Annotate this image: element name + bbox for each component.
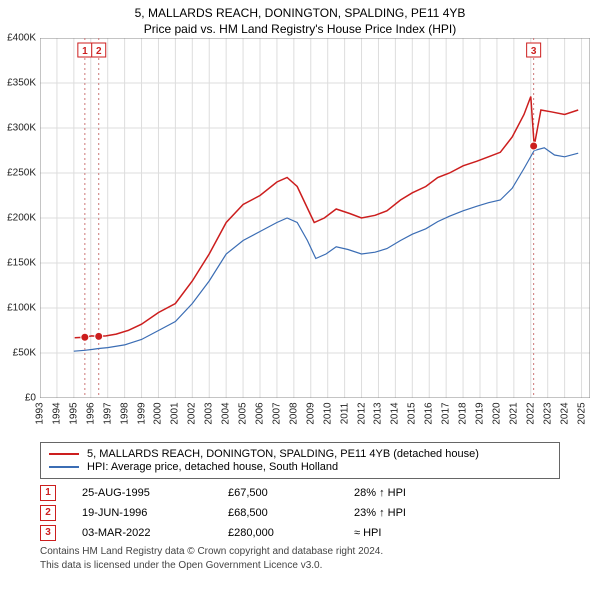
title-line-2: Price paid vs. HM Land Registry's House … bbox=[10, 22, 590, 36]
x-tick-label: 2025 bbox=[576, 402, 587, 424]
sale-marker bbox=[530, 142, 538, 150]
x-tick-label: 2013 bbox=[373, 402, 384, 424]
sale-marker bbox=[95, 332, 103, 340]
x-tick-label: 1993 bbox=[35, 402, 46, 424]
y-axis: £0£50K£100K£150K£200K£250K£300K£350K£400… bbox=[0, 38, 40, 398]
x-tick-label: 1997 bbox=[102, 402, 113, 424]
x-tick-label: 2005 bbox=[238, 402, 249, 424]
event-row: 1 25-AUG-1995 £67,500 28% ↑ HPI bbox=[40, 485, 560, 501]
event-row: 2 19-JUN-1996 £68,500 23% ↑ HPI bbox=[40, 505, 560, 521]
x-tick-label: 2006 bbox=[255, 402, 266, 424]
x-tick-label: 2020 bbox=[491, 402, 502, 424]
legend-label: 5, MALLARDS REACH, DONINGTON, SPALDING, … bbox=[87, 448, 479, 460]
title-line-1: 5, MALLARDS REACH, DONINGTON, SPALDING, … bbox=[10, 6, 590, 20]
x-tick-label: 2012 bbox=[356, 402, 367, 424]
x-tick-label: 2000 bbox=[153, 402, 164, 424]
x-tick-label: 2008 bbox=[288, 402, 299, 424]
legend-label: HPI: Average price, detached house, Sout… bbox=[87, 461, 338, 473]
y-tick-label: £50K bbox=[13, 348, 36, 359]
x-tick-label: 2010 bbox=[322, 402, 333, 424]
x-tick-label: 1996 bbox=[85, 402, 96, 424]
x-tick-label: 1999 bbox=[136, 402, 147, 424]
event-number-box: 1 bbox=[40, 485, 56, 501]
event-price: £280,000 bbox=[228, 527, 328, 539]
event-number-box: 3 bbox=[40, 525, 56, 541]
event-delta: 28% ↑ HPI bbox=[354, 487, 406, 499]
event-date: 19-JUN-1996 bbox=[82, 507, 202, 519]
legend-swatch bbox=[49, 453, 79, 455]
x-tick-label: 2009 bbox=[305, 402, 316, 424]
x-tick-label: 2003 bbox=[204, 402, 215, 424]
svg-text:1: 1 bbox=[82, 46, 88, 57]
price-paid-line bbox=[75, 97, 579, 338]
x-tick-label: 2019 bbox=[475, 402, 486, 424]
sale-events-table: 1 25-AUG-1995 £67,500 28% ↑ HPI 2 19-JUN-1996… bbox=[40, 485, 560, 541]
event-price: £68,500 bbox=[228, 507, 328, 519]
x-tick-label: 2001 bbox=[170, 402, 181, 424]
legend: 5, MALLARDS REACH, DONINGTON, SPALDING, … bbox=[40, 442, 560, 479]
y-tick-label: £300K bbox=[7, 123, 36, 134]
x-tick-label: 2007 bbox=[271, 402, 282, 424]
x-tick-label: 2002 bbox=[187, 402, 198, 424]
y-tick-label: £250K bbox=[7, 168, 36, 179]
footer-line-2: This data is licensed under the Open Gov… bbox=[40, 559, 560, 573]
footer-line-1: Contains HM Land Registry data © Crown c… bbox=[40, 545, 560, 559]
x-tick-label: 2022 bbox=[525, 402, 536, 424]
x-tick-label: 1995 bbox=[68, 402, 79, 424]
y-tick-label: £100K bbox=[7, 303, 36, 314]
event-number-box: 2 bbox=[40, 505, 56, 521]
y-tick-label: £400K bbox=[7, 33, 36, 44]
event-delta: ≈ HPI bbox=[354, 527, 381, 539]
sale-marker bbox=[81, 333, 89, 341]
event-price: £67,500 bbox=[228, 487, 328, 499]
x-tick-label: 2024 bbox=[559, 402, 570, 424]
plot-svg: 12 3 bbox=[40, 38, 590, 398]
footer: Contains HM Land Registry data © Crown c… bbox=[40, 545, 560, 572]
y-tick-label: £350K bbox=[7, 78, 36, 89]
x-tick-label: 2017 bbox=[441, 402, 452, 424]
x-tick-label: 2016 bbox=[424, 402, 435, 424]
x-tick-label: 1998 bbox=[119, 402, 130, 424]
svg-text:3: 3 bbox=[531, 46, 537, 57]
x-tick-label: 2015 bbox=[407, 402, 418, 424]
x-tick-label: 2018 bbox=[458, 402, 469, 424]
legend-row: HPI: Average price, detached house, Sout… bbox=[49, 461, 551, 473]
x-tick-label: 1994 bbox=[51, 402, 62, 424]
chart-titles: 5, MALLARDS REACH, DONINGTON, SPALDING, … bbox=[0, 0, 600, 38]
hpi-line bbox=[74, 148, 578, 351]
legend-row: 5, MALLARDS REACH, DONINGTON, SPALDING, … bbox=[49, 448, 551, 460]
x-axis: 1993199419951996199719981999200020012002… bbox=[40, 398, 590, 438]
x-tick-label: 2004 bbox=[221, 402, 232, 424]
event-row: 3 03-MAR-2022 £280,000 ≈ HPI bbox=[40, 525, 560, 541]
x-tick-label: 2021 bbox=[508, 402, 519, 424]
event-date: 03-MAR-2022 bbox=[82, 527, 202, 539]
y-tick-label: £200K bbox=[7, 213, 36, 224]
event-delta: 23% ↑ HPI bbox=[354, 507, 406, 519]
x-tick-label: 2023 bbox=[542, 402, 553, 424]
event-date: 25-AUG-1995 bbox=[82, 487, 202, 499]
x-tick-label: 2011 bbox=[339, 403, 350, 425]
legend-swatch bbox=[49, 466, 79, 468]
x-tick-label: 2014 bbox=[390, 402, 401, 424]
y-tick-label: £150K bbox=[7, 258, 36, 269]
svg-text:2: 2 bbox=[96, 46, 102, 57]
chart-area: £0£50K£100K£150K£200K£250K£300K£350K£400… bbox=[40, 38, 590, 438]
